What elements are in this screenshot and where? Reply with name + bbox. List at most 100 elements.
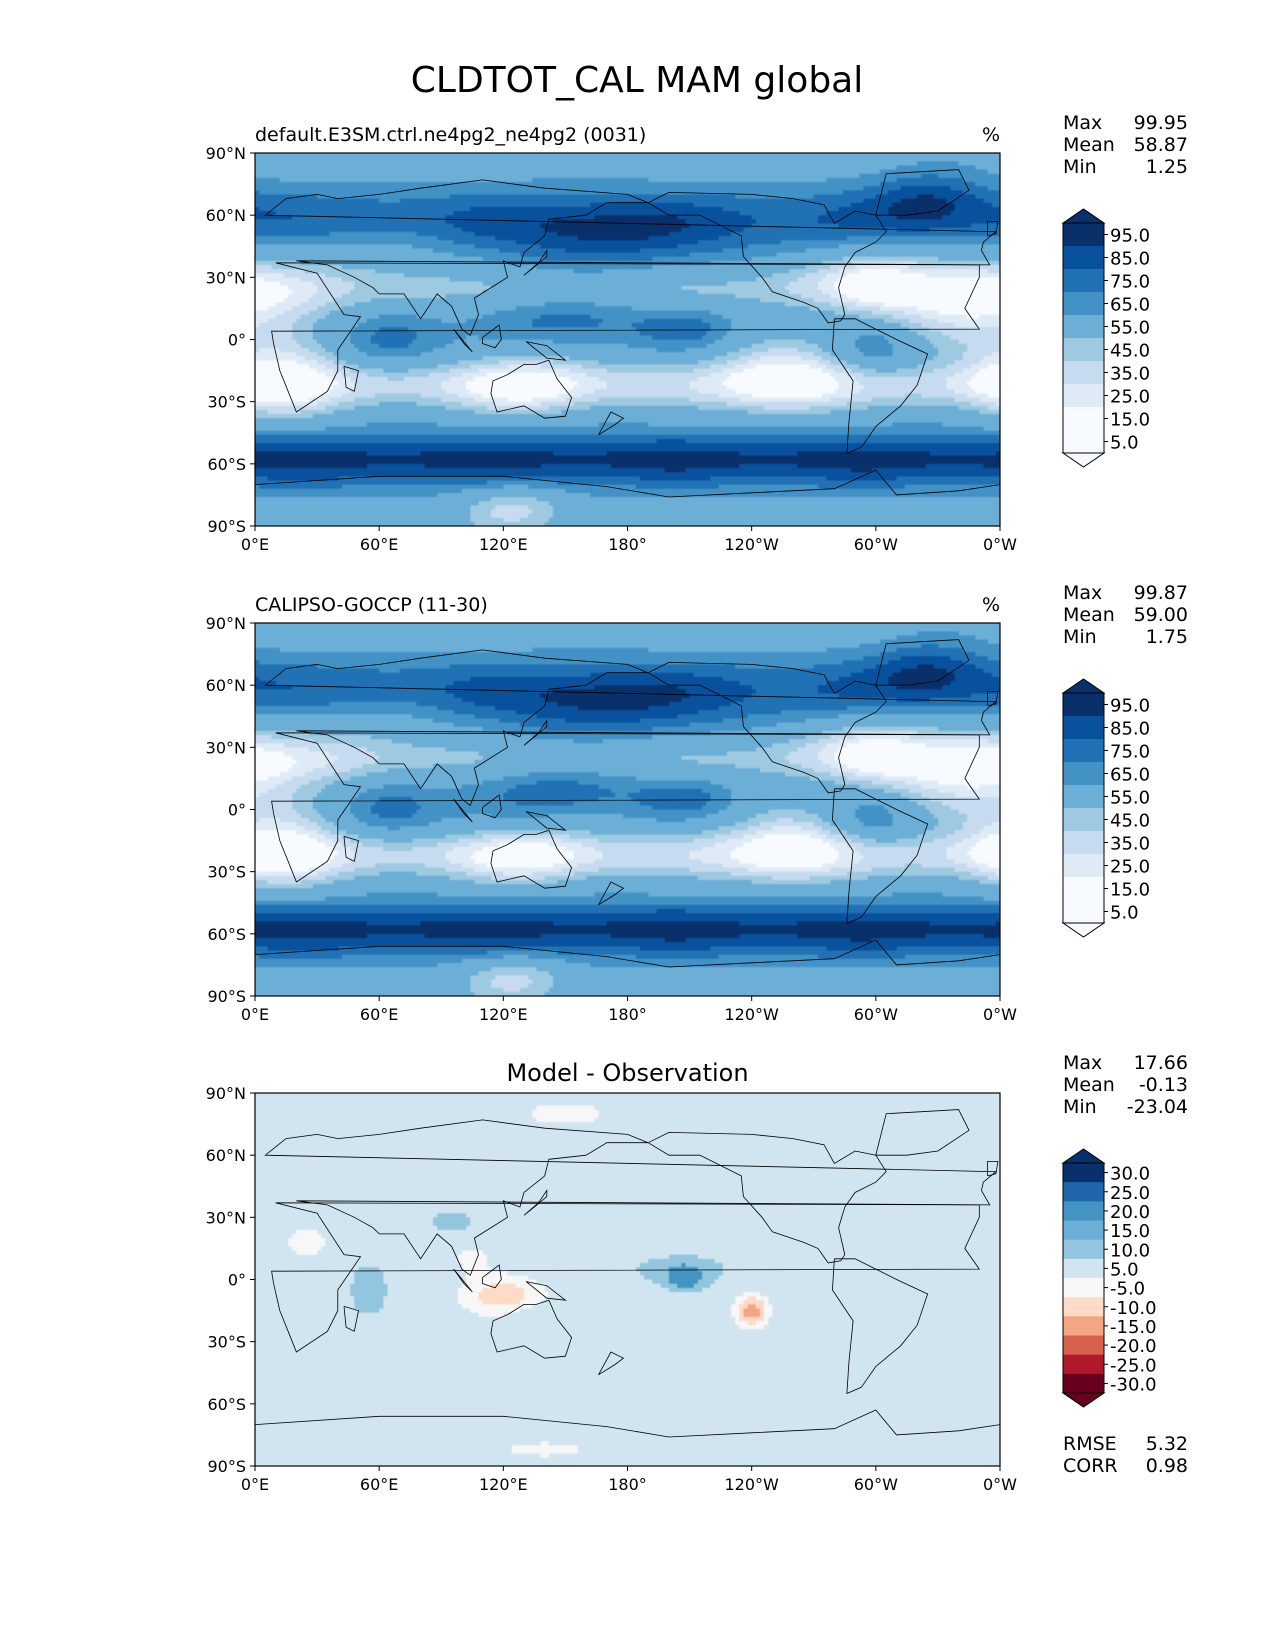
colorbar-extend-min [1061, 1392, 1106, 1408]
coastline-7 [343, 836, 359, 862]
coastline-12 [598, 881, 625, 906]
colorbar-segment [1063, 831, 1104, 855]
colorbar-extend-max [1061, 678, 1106, 694]
y-tick-label: 90°S [207, 517, 246, 536]
colorbar-label: 65.0 [1110, 765, 1150, 786]
colorbar-segment [1063, 1354, 1104, 1375]
colorbar-segment [1063, 1258, 1104, 1279]
colorbar-label: 5.0 [1110, 1259, 1139, 1280]
coastline-1 [264, 1119, 997, 1277]
colorbar-segment [1063, 361, 1104, 385]
colorbar-segment [1063, 407, 1104, 431]
stat-label-mean: Mean [1063, 1074, 1115, 1096]
y-tick-label: 90°N [206, 614, 246, 633]
colorbar-3: 30.025.020.015.010.05.0-5.0-10.0-15.0-20… [1061, 1148, 1157, 1408]
panel-1: default.E3SM.ctrl.ne4pg2_ne4pg2 (0031) % 0… [206, 112, 1188, 554]
y-tick-label: 90°N [206, 144, 246, 163]
colorbar-segment [1063, 223, 1104, 247]
stat-value-mean: -0.13 [1139, 1074, 1188, 1096]
colorbar-segment [1063, 900, 1104, 924]
coastline-5 [875, 1109, 970, 1156]
x-tick-label: 60°W [854, 1475, 898, 1494]
coastline-11 [523, 719, 548, 746]
colorbar-label: -5.0 [1110, 1279, 1145, 1300]
coastline-6 [255, 939, 1000, 968]
panel-2: CALIPSO-GOCCP (11-30) % 0°E 60°E 120°E 180° 12… [206, 582, 1188, 1024]
colorbar-label: 95.0 [1110, 696, 1150, 717]
coastline-7 [343, 1306, 359, 1332]
x-tick-label: 60°W [854, 1005, 898, 1024]
coastline-13 [987, 691, 999, 707]
colorbar-label: 15.0 [1110, 1221, 1150, 1242]
coastline-11 [523, 1189, 548, 1216]
colorbar-segment [1063, 430, 1104, 454]
colorbar-label: -15.0 [1110, 1317, 1157, 1338]
y-tick-label: 60°N [206, 1146, 246, 1165]
colorbar-segment [1063, 338, 1104, 362]
stat-value-max: 99.95 [1134, 112, 1188, 134]
stat-value-min: 1.25 [1146, 156, 1188, 178]
coastlines [255, 639, 1000, 968]
colorbar-label: 10.0 [1110, 1240, 1150, 1261]
stat-value-min: -23.04 [1127, 1096, 1188, 1118]
y-tick-label: 30°N [206, 268, 246, 287]
coastlines [255, 1109, 1000, 1438]
coastline-4 [831, 1258, 929, 1395]
coastline-3 [647, 661, 887, 794]
coastline-4 [831, 788, 929, 925]
stat-value-corr: 0.98 [1146, 1455, 1188, 1477]
colorbar-segment [1063, 1373, 1104, 1394]
coastline-4 [831, 318, 929, 455]
colorbar-segment [1063, 1182, 1104, 1202]
panel-title: Model - Observation [506, 1059, 748, 1087]
coastline-9 [482, 324, 502, 349]
stat-label-mean: Mean [1063, 134, 1115, 156]
colorbar-segment [1063, 1316, 1104, 1336]
map-field-1 [255, 153, 1000, 526]
colorbar-label: 65.0 [1110, 295, 1150, 316]
coastline-12 [598, 411, 625, 436]
coastline-2 [490, 829, 573, 889]
x-tick-label: 60°W [854, 535, 898, 554]
units-label: % [982, 594, 1000, 616]
x-tick-label: 120°W [724, 1005, 779, 1024]
colorbar-segment [1063, 1201, 1104, 1221]
colorbar-label: 45.0 [1110, 341, 1150, 362]
coastline-10 [525, 811, 567, 831]
y-tick-label: 90°N [206, 1084, 246, 1103]
colorbar-segment [1063, 1239, 1104, 1260]
x-tick-label: 120°E [479, 535, 528, 554]
stat-label-min: Min [1063, 1096, 1097, 1118]
colorbar-segment [1063, 1297, 1104, 1317]
x-tick-label: 60°E [360, 1475, 398, 1494]
coastline-0 [271, 732, 981, 883]
colorbar-segment [1063, 762, 1104, 786]
colorbar-segment [1063, 1278, 1104, 1298]
y-tick-label: 60°S [207, 1395, 246, 1414]
stat-label-min: Min [1063, 626, 1097, 648]
y-tick-label: 0° [228, 801, 246, 820]
units-label: % [982, 124, 1000, 146]
colorbar-label: -25.0 [1110, 1355, 1157, 1376]
y-tick-label: 30°S [207, 863, 246, 882]
colorbar-label: 75.0 [1110, 742, 1150, 763]
colorbar-segment [1063, 877, 1104, 901]
colorbar-extend-max [1061, 1148, 1106, 1164]
x-tick-label: 0°E [241, 1005, 269, 1024]
colorbar-segment [1063, 1163, 1104, 1183]
colorbar-extend-min [1061, 452, 1106, 468]
x-tick-label: 120°E [479, 1475, 528, 1494]
colorbar-segment [1063, 1220, 1104, 1241]
coastline-1 [264, 649, 997, 807]
coastline-7 [343, 366, 359, 392]
colorbar-extend-min [1061, 922, 1106, 938]
colorbar-frame [1062, 1162, 1105, 1394]
y-tick-label: 90°S [207, 1457, 246, 1476]
colorbar-segment [1063, 808, 1104, 832]
y-tick-label: 60°N [206, 206, 246, 225]
coastlines [255, 169, 1000, 498]
colorbar-label: 30.0 [1110, 1164, 1150, 1185]
y-tick-label: 90°S [207, 987, 246, 1006]
colorbar-segment [1063, 1335, 1104, 1356]
map-field-2 [255, 623, 1000, 996]
